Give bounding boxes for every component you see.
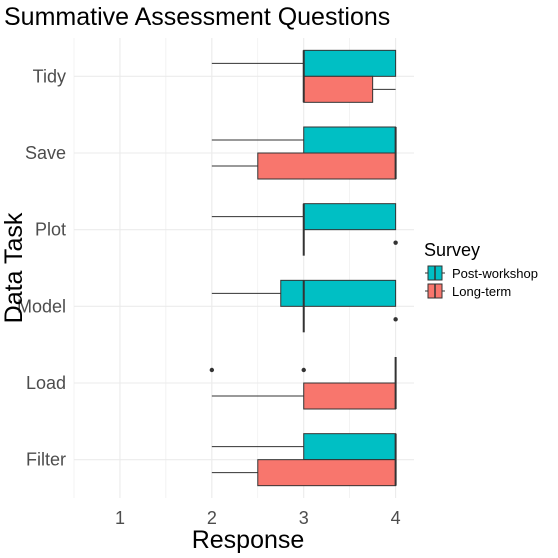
box-long-term-plot bbox=[302, 229, 398, 256]
y-tick-label: Save bbox=[25, 143, 66, 163]
y-tick-label: Plot bbox=[35, 220, 66, 240]
plot-marks bbox=[209, 49, 398, 487]
box-body bbox=[303, 75, 374, 103]
box-body bbox=[280, 279, 397, 307]
box-body bbox=[257, 152, 397, 180]
legend: Survey Post-workshop Long-term bbox=[424, 240, 538, 299]
y-axis-label: Data Task bbox=[0, 212, 28, 323]
outlier-point bbox=[393, 240, 398, 245]
grid bbox=[73, 38, 414, 498]
box-body bbox=[303, 433, 397, 461]
x-tick-label: 4 bbox=[391, 508, 401, 528]
box-long-term-save bbox=[211, 152, 397, 180]
outlier-point bbox=[393, 317, 398, 322]
y-tick-label: Model bbox=[17, 296, 66, 316]
y-tick-label: Filter bbox=[26, 450, 66, 470]
box-post-workshop-load bbox=[209, 357, 397, 383]
y-tick-labels: Tidy Save Plot Model Load Filter bbox=[17, 66, 66, 469]
x-tick-labels: 1 2 3 4 bbox=[115, 508, 401, 528]
box-post-workshop-save bbox=[211, 126, 397, 154]
box-long-term-load bbox=[211, 382, 397, 410]
y-tick-label: Load bbox=[26, 373, 66, 393]
outlier-point bbox=[301, 367, 306, 373]
box-body bbox=[303, 203, 397, 231]
legend-key-long-term bbox=[425, 283, 445, 299]
y-tick-label: Tidy bbox=[33, 66, 66, 86]
legend-label: Post-workshop bbox=[452, 266, 538, 281]
x-tick-label: 1 bbox=[115, 508, 125, 528]
x-tick-label: 2 bbox=[207, 508, 217, 528]
box-body bbox=[303, 382, 397, 410]
legend-key-post-workshop bbox=[425, 265, 445, 281]
box-body bbox=[303, 126, 397, 154]
box-post-workshop-model bbox=[211, 279, 397, 307]
x-tick-label: 3 bbox=[299, 508, 309, 528]
box-post-workshop-plot bbox=[211, 203, 397, 231]
box-post-workshop-filter bbox=[211, 433, 397, 461]
box-long-term-tidy bbox=[302, 75, 396, 103]
chart-title: Summative Assessment Questions bbox=[4, 3, 390, 31]
outlier-point bbox=[209, 367, 215, 373]
x-axis-label: Response bbox=[192, 526, 305, 554]
legend-title: Survey bbox=[424, 240, 480, 260]
box-long-term-filter bbox=[211, 459, 397, 487]
box-long-term-model bbox=[302, 306, 398, 333]
box-post-workshop-tidy bbox=[211, 49, 397, 77]
box-body bbox=[257, 459, 397, 487]
box-body bbox=[303, 49, 397, 77]
legend-label: Long-term bbox=[452, 284, 511, 299]
